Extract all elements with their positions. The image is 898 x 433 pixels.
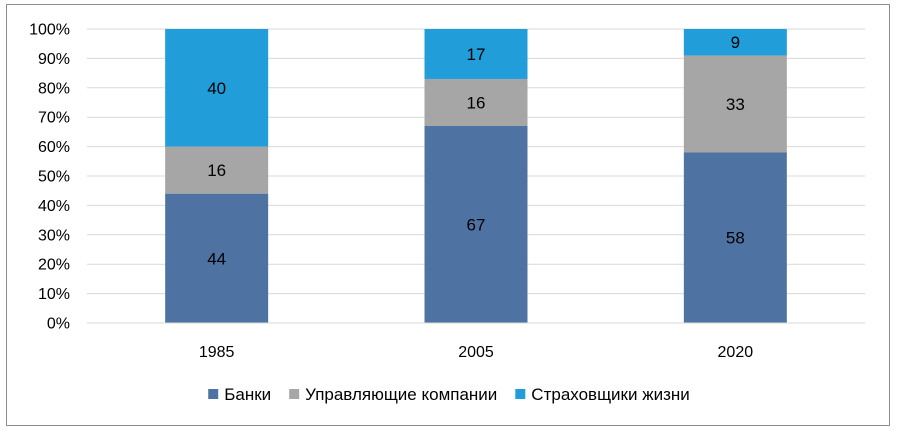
data-label: 58 — [726, 229, 745, 248]
bar-segment-1985-series-2 — [165, 146, 269, 194]
y-tick-label: 100% — [29, 22, 70, 39]
x-tick-label: 2020 — [718, 344, 754, 361]
y-tick-label: 90% — [38, 51, 70, 68]
y-tick-label: 20% — [38, 257, 70, 274]
data-label: 16 — [207, 161, 226, 180]
bar-segment-2005-series-1 — [424, 126, 528, 324]
y-tick-label: 80% — [38, 80, 70, 97]
bar-segment-1985-series-3 — [165, 29, 269, 147]
bar-segment-2020-series-1 — [683, 152, 787, 323]
bar-segment-2005-series-2 — [424, 78, 528, 127]
y-tick-label: 50% — [38, 169, 70, 186]
y-tick-label: 70% — [38, 110, 70, 127]
legend: Банки Управляющие компании Страховщики жиз… — [208, 385, 690, 404]
x-tick-label: 2005 — [458, 344, 494, 361]
bar-segment-2020-series-3 — [683, 29, 787, 56]
x-axis: 1985 2005 2020 — [87, 322, 865, 361]
data-label: 33 — [726, 95, 745, 114]
legend-swatch — [515, 389, 526, 399]
y-tick-label: 30% — [38, 227, 70, 244]
y-tick-label: 60% — [38, 139, 70, 156]
data-label: 44 — [207, 249, 226, 268]
bar-segment-2005-series-3 — [424, 29, 528, 79]
data-label: 9 — [731, 33, 740, 52]
x-tick-label: 1985 — [199, 344, 235, 361]
data-label: 67 — [467, 216, 486, 235]
y-axis: 0% 10% 20% 30% 40% 50% 60% 70% 80% 90% 100% — [29, 22, 70, 333]
bars: 44 16 40 67 16 17 58 33 9 — [165, 29, 787, 324]
bar-segment-1985-series-1 — [165, 193, 269, 323]
legend-label: Управляющие компании — [305, 385, 497, 404]
y-tick-label: 40% — [38, 198, 70, 215]
data-label: 17 — [467, 45, 486, 64]
y-tick-label: 10% — [38, 286, 70, 303]
y-tick-label: 0% — [47, 316, 70, 333]
data-label: 16 — [467, 94, 486, 113]
legend-label: Страховщики жизни — [531, 385, 689, 404]
legend-swatch — [208, 389, 219, 399]
data-label: 40 — [207, 79, 226, 98]
legend-swatch — [289, 389, 300, 399]
legend-label: Банки — [224, 385, 271, 404]
bar-segment-2020-series-2 — [683, 55, 787, 153]
